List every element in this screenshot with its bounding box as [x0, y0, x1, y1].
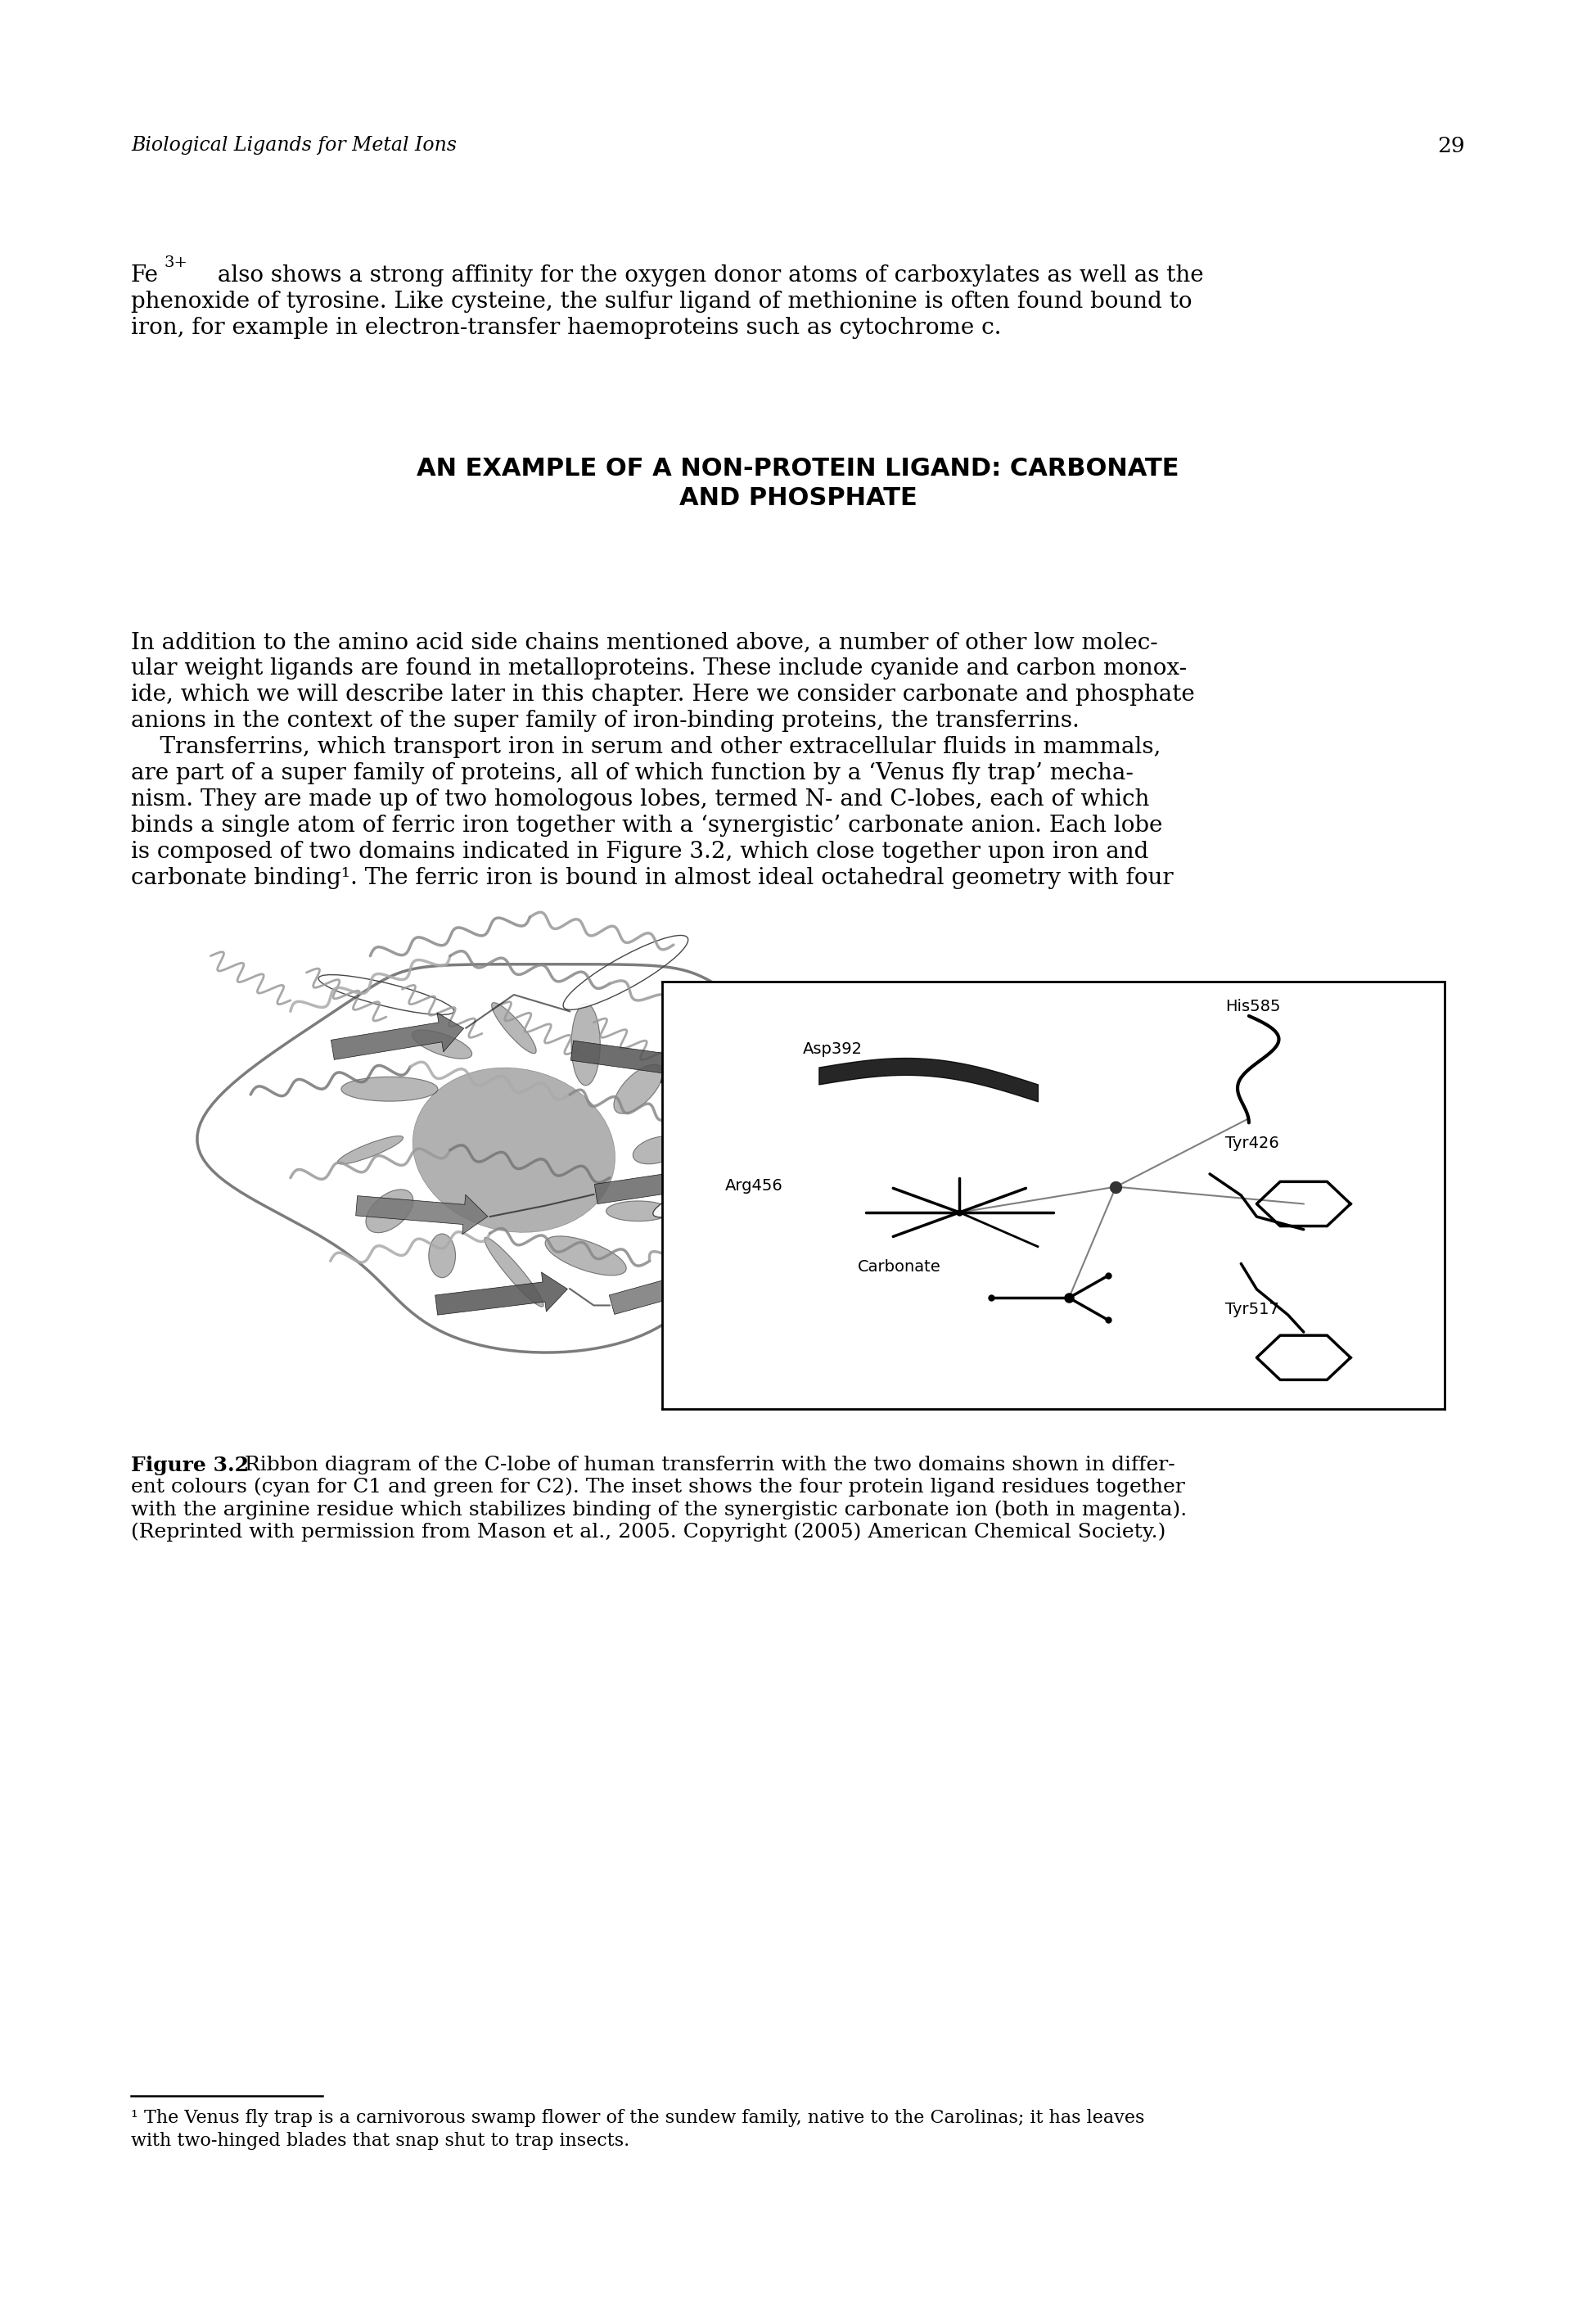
Text: Tyr517: Tyr517 — [1226, 1302, 1280, 1318]
Ellipse shape — [563, 935, 688, 1010]
Ellipse shape — [484, 1237, 544, 1307]
Ellipse shape — [653, 1172, 758, 1216]
Ellipse shape — [571, 1003, 600, 1086]
Text: anions in the context of the super family of iron-binding proteins, the transfer: anions in the context of the super famil… — [131, 710, 1079, 731]
Text: also shows a strong affinity for the oxygen donor atoms of carboxylates as well : also shows a strong affinity for the oxy… — [211, 265, 1203, 288]
Ellipse shape — [606, 1200, 670, 1221]
Ellipse shape — [365, 1188, 413, 1232]
Text: ular weight ligands are found in metalloproteins. These include cyanide and carb: ular weight ligands are found in metallo… — [131, 657, 1187, 680]
Text: In addition to the amino acid side chains mentioned above, a number of other low: In addition to the amino acid side chain… — [131, 631, 1157, 655]
Ellipse shape — [634, 1135, 681, 1165]
Ellipse shape — [429, 1235, 455, 1279]
Text: Biological Ligands for Metal Ions: Biological Ligands for Metal Ions — [131, 135, 456, 156]
Ellipse shape — [614, 1065, 662, 1114]
Text: phenoxide of tyrosine. Like cysteine, the sulfur ligand of methionine is often f: phenoxide of tyrosine. Like cysteine, th… — [131, 290, 1192, 313]
Text: ent colours (cyan for C1 and green for C2). The inset shows the four protein lig: ent colours (cyan for C1 and green for C… — [131, 1478, 1184, 1497]
Text: AN EXAMPLE OF A NON-PROTEIN LIGAND: CARBONATE: AN EXAMPLE OF A NON-PROTEIN LIGAND: CARB… — [417, 457, 1179, 480]
Text: 3+: 3+ — [164, 255, 188, 269]
Text: Arg456: Arg456 — [725, 1179, 782, 1193]
Text: nism. They are made up of two homologous lobes, termed N- and C-lobes, each of w: nism. They are made up of two homologous… — [131, 789, 1149, 810]
Text: carbonate binding¹. The ferric iron is bound in almost ideal octahedral geometry: carbonate binding¹. The ferric iron is b… — [131, 868, 1173, 889]
Ellipse shape — [342, 1077, 437, 1100]
Text: Fe: Fe — [131, 265, 158, 288]
Text: 29: 29 — [1438, 135, 1465, 156]
Text: ¹ The Venus fly trap is a carnivorous swamp flower of the sundew family, native : ¹ The Venus fly trap is a carnivorous sw… — [131, 2110, 1144, 2128]
Text: Asp392: Asp392 — [803, 1042, 863, 1056]
Text: iron, for example in electron-transfer haemoproteins such as cytochrome c.: iron, for example in electron-transfer h… — [131, 318, 1001, 339]
Text: with the arginine residue which stabilizes binding of the synergistic carbonate : with the arginine residue which stabiliz… — [131, 1499, 1187, 1520]
Ellipse shape — [337, 1135, 404, 1165]
Ellipse shape — [319, 975, 453, 1014]
Text: His585: His585 — [1226, 998, 1280, 1014]
Text: Transferrins, which transport iron in serum and other extracellular fluids in ma: Transferrins, which transport iron in se… — [131, 736, 1160, 759]
Text: AND PHOSPHATE: AND PHOSPHATE — [678, 485, 918, 511]
Ellipse shape — [546, 1237, 626, 1274]
Text: with two-hinged blades that snap shut to trap insects.: with two-hinged blades that snap shut to… — [131, 2131, 629, 2149]
Text: ide, which we will describe later in this chapter. Here we consider carbonate an: ide, which we will describe later in thi… — [131, 685, 1195, 706]
Ellipse shape — [412, 1031, 472, 1058]
Text: (Reprinted with permission from Mason et al., 2005. Copyright (2005) American Ch: (Reprinted with permission from Mason et… — [131, 1523, 1165, 1541]
Text: Carbonate: Carbonate — [859, 1260, 942, 1274]
Text: is composed of two domains indicated in Figure 3.2, which close together upon ir: is composed of two domains indicated in … — [131, 840, 1149, 863]
Text: Ribbon diagram of the C-lobe of human transferrin with the two domains shown in : Ribbon diagram of the C-lobe of human tr… — [238, 1455, 1175, 1474]
Ellipse shape — [413, 1068, 614, 1232]
Ellipse shape — [492, 1003, 536, 1054]
Text: Tyr426: Tyr426 — [1226, 1135, 1280, 1151]
Text: binds a single atom of ferric iron together with a ‘synergistic’ carbonate anion: binds a single atom of ferric iron toget… — [131, 815, 1162, 838]
Text: Figure 3.2: Figure 3.2 — [131, 1455, 249, 1474]
Text: are part of a super family of proteins, all of which function by a ‘Venus fly tr: are part of a super family of proteins, … — [131, 761, 1133, 784]
